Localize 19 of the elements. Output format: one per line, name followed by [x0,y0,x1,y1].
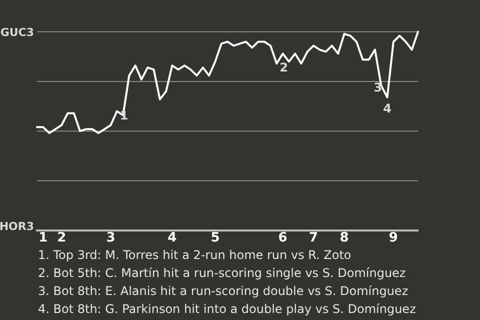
annotation: 1 [120,108,128,122]
text: GUC3 [0,26,34,40]
x-tick-label: 6 [278,230,288,246]
annotation: 3 [374,80,382,95]
annotation: 2 [280,60,288,75]
x-tick-label: 4 [168,230,177,246]
text: 3. Bot 8th: E. Alanis hit a run-scoring double vs S. Domínguez [38,283,410,300]
text: 4. Bot 8th: G. Parkinson hit into a double play vs S. Domínguez [38,301,417,318]
text: HOR3 [0,220,34,233]
text: 2. Bot 5th: C. Martín hit a run-scoring single vs S. Domínguez [38,265,407,282]
x-tick-label: 1 [38,230,48,246]
x-tick-label: 7 [309,230,318,246]
x-tick-label: 2 [57,230,66,246]
x-tick-label: 8 [340,230,349,246]
annotation: 4 [383,101,392,116]
x-tick-label: 3 [106,230,116,246]
x-tick-label: 9 [388,230,398,246]
x-tick-label: 5 [210,230,220,246]
text: 1. Top 3rd: M. Torres hit a 2-run home run vs R. Zoto [38,247,352,264]
